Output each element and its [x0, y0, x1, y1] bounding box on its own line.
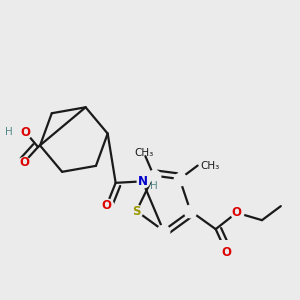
Text: O: O — [19, 156, 29, 169]
Text: CH₃: CH₃ — [200, 160, 219, 171]
Text: CH₃: CH₃ — [134, 148, 154, 158]
Text: S: S — [132, 205, 141, 218]
Text: H: H — [5, 127, 13, 137]
Text: O: O — [20, 126, 31, 139]
Text: O: O — [221, 246, 231, 259]
Text: H: H — [150, 181, 158, 191]
Text: N: N — [137, 175, 148, 188]
Text: O: O — [232, 206, 242, 219]
Text: O: O — [102, 199, 112, 212]
